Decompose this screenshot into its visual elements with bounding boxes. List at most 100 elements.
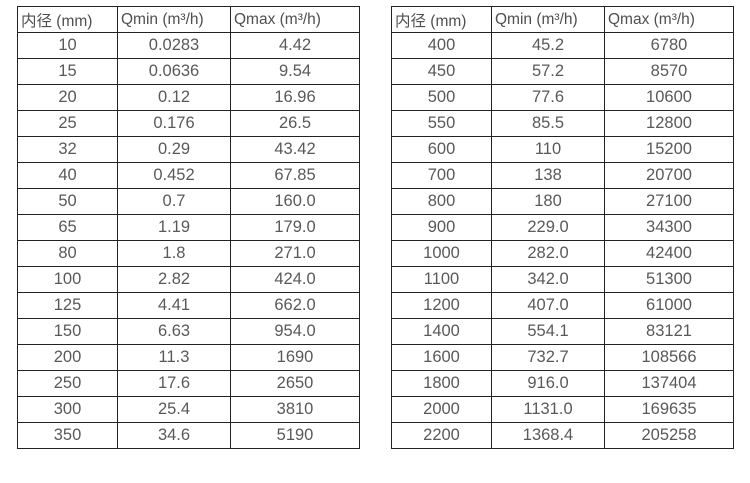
diameter-cell: 550 — [391, 110, 492, 137]
qmax-cell: 424.0 — [230, 266, 360, 293]
qmin-cell: 1368.4 — [491, 422, 605, 449]
diameter-cell: 15 — [17, 58, 118, 85]
qmax-cell: 4.42 — [230, 32, 360, 59]
table-row: 65 1.19 179.0 — [17, 214, 360, 241]
diameter-cell: 250 — [17, 370, 118, 397]
qmax-cell: 9.54 — [230, 58, 360, 85]
diameter-cell: 700 — [391, 162, 492, 189]
qmax-cell: 51300 — [604, 266, 734, 293]
diameter-cell: 150 — [17, 318, 118, 345]
column-header: 内径 (mm) — [391, 6, 492, 33]
qmin-cell: 732.7 — [491, 344, 605, 371]
table-row: 900 229.0 34300 — [391, 214, 734, 241]
qmax-cell: 15200 — [604, 136, 734, 163]
diameter-cell: 1800 — [391, 370, 492, 397]
diameter-cell: 80 — [17, 240, 118, 267]
table-row: 450 57.2 8570 — [391, 58, 734, 85]
table-row: 15 0.0636 9.54 — [17, 58, 360, 85]
table-row: 500 77.6 10600 — [391, 84, 734, 111]
diameter-cell: 32 — [17, 136, 118, 163]
table-row: 100 2.82 424.0 — [17, 266, 360, 293]
table-row: 350 34.6 5190 — [17, 422, 360, 449]
qmax-cell: 137404 — [604, 370, 734, 397]
diameter-cell: 2000 — [391, 396, 492, 423]
qmax-cell: 2650 — [230, 370, 360, 397]
qmax-cell: 43.42 — [230, 136, 360, 163]
table-row: 700 138 20700 — [391, 162, 734, 189]
table-row: 600 110 15200 — [391, 136, 734, 163]
diameter-cell: 450 — [391, 58, 492, 85]
diameter-cell: 500 — [391, 84, 492, 111]
diameter-cell: 20 — [17, 84, 118, 111]
table-row: 25 0.176 26.5 — [17, 110, 360, 137]
qmax-cell: 83121 — [604, 318, 734, 345]
diameter-cell: 200 — [17, 344, 118, 371]
diameter-cell: 1600 — [391, 344, 492, 371]
qmax-cell: 12800 — [604, 110, 734, 137]
diameter-cell: 125 — [17, 292, 118, 319]
diameter-cell: 50 — [17, 188, 118, 215]
qmin-cell: 342.0 — [491, 266, 605, 293]
pipe-flow-table-large-diameters: 内径 (mm) Qmin (m³/h) Qmax (m³/h) 400 45.2 678… — [391, 6, 734, 449]
diameter-cell: 25 — [17, 110, 118, 137]
qmin-cell: 1131.0 — [491, 396, 605, 423]
qmin-cell: 554.1 — [491, 318, 605, 345]
qmin-cell: 85.5 — [491, 110, 605, 137]
table-row: 32 0.29 43.42 — [17, 136, 360, 163]
qmax-cell: 169635 — [604, 396, 734, 423]
qmax-cell: 662.0 — [230, 292, 360, 319]
table-row: 1100 342.0 51300 — [391, 266, 734, 293]
table-row: 125 4.41 662.0 — [17, 292, 360, 319]
qmin-cell: 45.2 — [491, 32, 605, 59]
qmax-cell: 8570 — [604, 58, 734, 85]
qmax-cell: 160.0 — [230, 188, 360, 215]
table-row: 400 45.2 6780 — [391, 32, 734, 59]
qmax-cell: 205258 — [604, 422, 734, 449]
qmin-cell: 110 — [491, 136, 605, 163]
diameter-cell: 300 — [17, 396, 118, 423]
qmax-cell: 6780 — [604, 32, 734, 59]
table-row: 1000 282.0 42400 — [391, 240, 734, 267]
table-row: 2200 1368.4 205258 — [391, 422, 734, 449]
pipe-flow-table-small-diameters: 内径 (mm) Qmin (m³/h) Qmax (m³/h) 10 0.0283 4.… — [17, 6, 360, 449]
qmax-cell: 954.0 — [230, 318, 360, 345]
qmin-cell: 57.2 — [491, 58, 605, 85]
qmin-cell: 138 — [491, 162, 605, 189]
qmin-cell: 0.452 — [117, 162, 231, 189]
table-row: 1600 732.7 108566 — [391, 344, 734, 371]
qmin-cell: 17.6 — [117, 370, 231, 397]
table-row: 50 0.7 160.0 — [17, 188, 360, 215]
qmin-cell: 0.0283 — [117, 32, 231, 59]
table-row: 200 11.3 1690 — [17, 344, 360, 371]
qmax-cell: 26.5 — [230, 110, 360, 137]
table-row: 1200 407.0 61000 — [391, 292, 734, 319]
diameter-cell: 800 — [391, 188, 492, 215]
qmax-cell: 10600 — [604, 84, 734, 111]
diameter-cell: 2200 — [391, 422, 492, 449]
qmin-cell: 25.4 — [117, 396, 231, 423]
diameter-cell: 10 — [17, 32, 118, 59]
table-row: 800 180 27100 — [391, 188, 734, 215]
qmin-cell: 77.6 — [491, 84, 605, 111]
qmax-cell: 271.0 — [230, 240, 360, 267]
table-row: 550 85.5 12800 — [391, 110, 734, 137]
qmin-cell: 916.0 — [491, 370, 605, 397]
column-header: Qmax (m³/h) — [604, 6, 734, 33]
column-header: 内径 (mm) — [17, 6, 118, 33]
qmin-cell: 0.12 — [117, 84, 231, 111]
header-row: 内径 (mm) Qmin (m³/h) Qmax (m³/h) — [391, 6, 734, 33]
qmin-cell: 1.19 — [117, 214, 231, 241]
qmax-cell: 1690 — [230, 344, 360, 371]
diameter-cell: 100 — [17, 266, 118, 293]
qmin-cell: 229.0 — [491, 214, 605, 241]
diameter-cell: 600 — [391, 136, 492, 163]
diameter-cell: 400 — [391, 32, 492, 59]
qmin-cell: 6.63 — [117, 318, 231, 345]
diameter-cell: 350 — [17, 422, 118, 449]
table-row: 40 0.452 67.85 — [17, 162, 360, 189]
qmin-cell: 0.29 — [117, 136, 231, 163]
qmax-cell: 3810 — [230, 396, 360, 423]
table-row: 20 0.12 16.96 — [17, 84, 360, 111]
table-row: 150 6.63 954.0 — [17, 318, 360, 345]
